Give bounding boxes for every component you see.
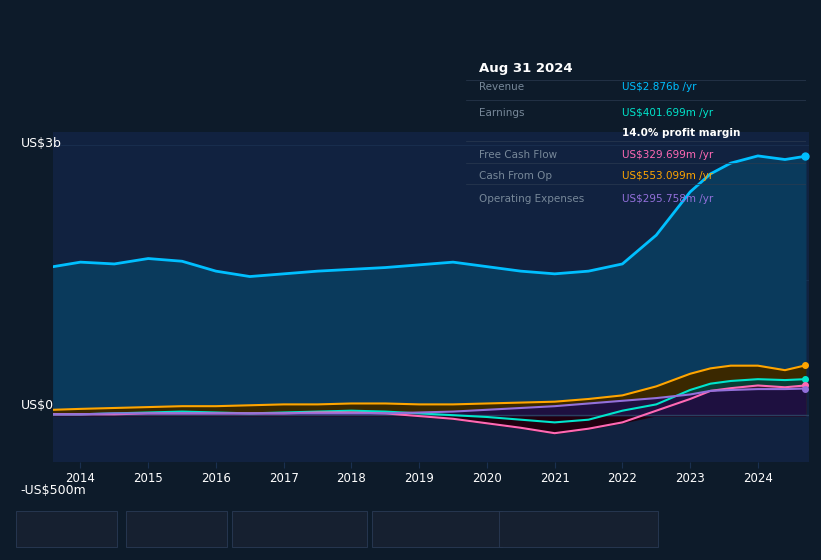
Text: Earnings: Earnings	[479, 108, 525, 118]
Text: US$401.699m /yr: US$401.699m /yr	[622, 108, 713, 118]
Text: US$0: US$0	[21, 399, 53, 412]
Text: US$2.876b /yr: US$2.876b /yr	[622, 82, 697, 92]
Text: Free Cash Flow: Free Cash Flow	[479, 150, 557, 160]
Text: Cash From Op: Cash From Op	[479, 171, 553, 181]
Text: Operating Expenses: Operating Expenses	[530, 524, 643, 534]
Text: ●: ●	[245, 524, 253, 534]
Text: Earnings: Earnings	[157, 524, 205, 534]
Text: US$329.699m /yr: US$329.699m /yr	[622, 150, 713, 160]
Text: ●: ●	[138, 524, 146, 534]
Text: US$295.758m /yr: US$295.758m /yr	[622, 194, 713, 204]
Text: 14.0% profit margin: 14.0% profit margin	[622, 128, 741, 138]
Text: US$3b: US$3b	[21, 137, 62, 150]
Text: ●: ●	[384, 524, 392, 534]
Text: Revenue: Revenue	[479, 82, 525, 92]
Text: ●: ●	[29, 524, 37, 534]
Text: -US$500m: -US$500m	[21, 483, 86, 497]
Text: Aug 31 2024: Aug 31 2024	[479, 62, 573, 75]
Text: ●: ●	[511, 524, 520, 534]
Text: Cash From Op: Cash From Op	[403, 524, 481, 534]
Text: US$553.099m /yr: US$553.099m /yr	[622, 171, 713, 181]
Text: Operating Expenses: Operating Expenses	[479, 194, 585, 204]
Text: Free Cash Flow: Free Cash Flow	[264, 524, 347, 534]
Text: Revenue: Revenue	[48, 524, 96, 534]
